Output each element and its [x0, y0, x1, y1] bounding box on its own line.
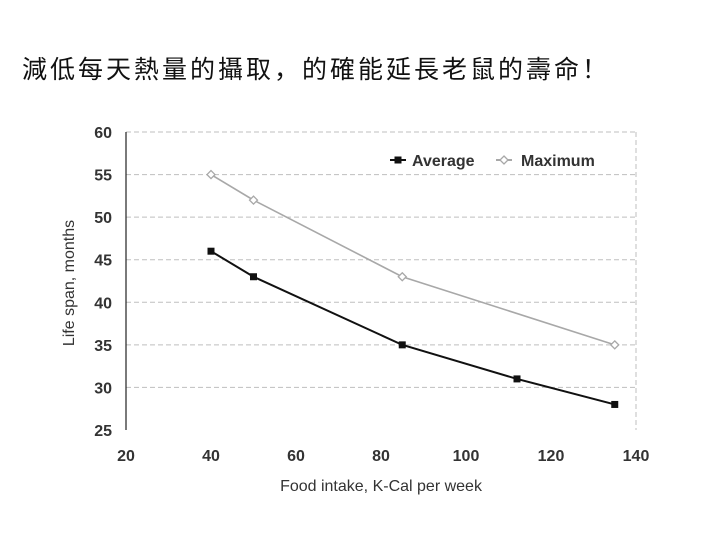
- legend-marker-maximum: [499, 155, 509, 165]
- y-tick-label: 55: [94, 168, 112, 185]
- y-tick-label: 45: [94, 253, 112, 270]
- data-point-average: [611, 400, 619, 408]
- legend-marker-average: [394, 156, 402, 164]
- x-axis-label: Food intake, K-Cal per week: [280, 478, 483, 495]
- y-tick-label: 50: [94, 210, 112, 227]
- data-point-average: [207, 247, 215, 255]
- y-axis-label: Life span, months: [61, 220, 78, 346]
- x-tick-label: 120: [538, 448, 565, 465]
- series-line-average: [210, 250, 616, 406]
- tick-labels: 25 30 35 40 45 50 55 60 20 40 60 80 100 120 140: [94, 125, 649, 465]
- data-point-average: [250, 273, 257, 281]
- series: [206, 169, 620, 408]
- y-tick-label: 40: [94, 295, 112, 312]
- legend: Average Maximum: [390, 153, 595, 170]
- y-tick-label: 60: [94, 125, 112, 142]
- grid: [126, 131, 637, 430]
- x-tick-label: 100: [453, 448, 480, 465]
- x-tick-label: 60: [287, 448, 305, 465]
- data-point-maximum: [206, 169, 216, 180]
- legend-label-average: Average: [412, 153, 475, 170]
- y-tick-label: 35: [94, 338, 112, 355]
- data-point-maximum: [248, 195, 259, 206]
- series-line-maximum: [210, 173, 615, 346]
- data-point-maximum: [397, 271, 408, 282]
- x-tick-label: 20: [117, 448, 135, 465]
- slide-title: 減低每天熱量的攝取，的確能延長老鼠的壽命！: [22, 55, 611, 84]
- data-point-maximum: [609, 339, 620, 350]
- x-tick-label: 140: [623, 448, 650, 465]
- y-tick-label: 30: [94, 380, 112, 397]
- data-point-average: [398, 341, 406, 349]
- x-tick-label: 80: [372, 448, 390, 465]
- legend-label-maximum: Maximum: [521, 153, 595, 170]
- x-tick-label: 40: [202, 448, 220, 465]
- data-point-average: [513, 375, 521, 383]
- y-tick-label: 25: [94, 423, 112, 440]
